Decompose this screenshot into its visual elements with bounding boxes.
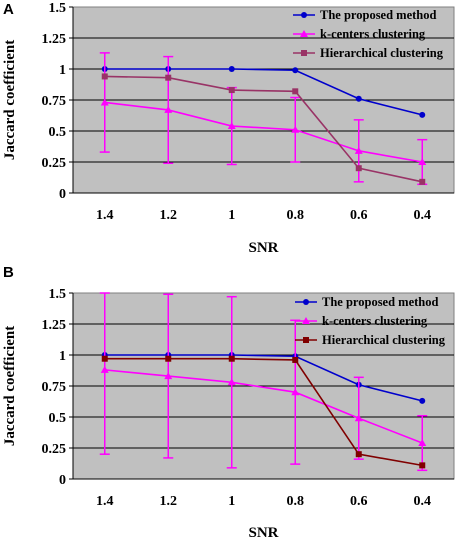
- chart-b-series-2-point: [100, 365, 109, 373]
- chart-a-legend-marker: [301, 50, 307, 56]
- chart-b-series-2-line: [104, 369, 423, 444]
- chart-b-ytick-label: 1.5: [49, 287, 67, 302]
- chart-a-series-3-point: [419, 178, 426, 185]
- chart-b-series-2-point: [354, 414, 363, 422]
- chart-b-series-2-point: [291, 388, 300, 396]
- chart-b-legend-label: k-centers clustering: [322, 314, 428, 328]
- chart-b-xlabel: SNR: [248, 525, 278, 541]
- chart-b-series-3-point: [355, 451, 362, 458]
- chart-b-series-1-line: [104, 354, 423, 402]
- chart-a-xtick-label: 0.8: [287, 208, 305, 223]
- chart-b-series-2-point: [164, 372, 173, 380]
- chart-b-ytick-label: 1: [59, 349, 66, 364]
- chart-a-series-1-point: [355, 95, 362, 102]
- chart-a-ytick-label: 0.25: [42, 156, 67, 171]
- chart-a-legend-marker: [300, 30, 308, 37]
- chart-b-xtick-label: 0.8: [287, 494, 305, 509]
- chart-b-panel-letter: B: [3, 264, 14, 281]
- chart-b-xtick-label: 1.2: [160, 494, 178, 509]
- chart-a-series-2-line: [104, 101, 423, 163]
- chart-a-series-2-point: [164, 105, 173, 113]
- chart-a-series-2-point: [291, 125, 300, 133]
- chart-a-series-3: [101, 73, 426, 185]
- chart-a-legend-label: The proposed method: [320, 8, 437, 22]
- chart-b-series-3: [101, 355, 426, 469]
- chart-a-series-2-point: [100, 98, 109, 106]
- chart-b-series-3-line: [104, 357, 423, 467]
- chart-b-xtick-label: 1: [228, 494, 235, 509]
- chart-a-legend-label: Hierarchical clustering: [320, 46, 444, 60]
- chart-a-xtick-label: 0.4: [414, 208, 432, 223]
- chart-a-series-1-line: [104, 68, 423, 116]
- chart-b-xtick-label: 0.4: [414, 494, 432, 509]
- chart-a-xtick-label: 0.6: [350, 208, 368, 223]
- chart-a-xtick-label: 1.4: [96, 208, 114, 223]
- chart-b-xtick-label: 1.4: [96, 494, 114, 509]
- chart-a-series-2-point: [354, 146, 363, 154]
- chart-a-xlabel: SNR: [248, 240, 278, 256]
- chart-a-ytick-label: 1.25: [42, 32, 67, 47]
- chart-a-ytick-label: 1.5: [49, 1, 67, 16]
- chart-b-legend: The proposed method k-centers clustering H…: [295, 295, 446, 347]
- chart-a-legend: The proposed method k-centers clustering H…: [293, 8, 444, 60]
- chart-a: A 0 0.25 0.5 0.75 1 1.25 1.5 1.4 1.2 1 0.8 0.6 0.4 SNR…: [2, 1, 455, 256]
- chart-a-series-1-point: [228, 66, 235, 72]
- chart-a-series-3-point: [292, 88, 299, 95]
- chart-b-legend-marker: [302, 317, 310, 324]
- chart-b-legend-label: Hierarchical clustering: [322, 333, 446, 347]
- chart-a-ylabel: Jaccard coefficient: [2, 40, 18, 160]
- chart-b-xtick-label: 0.6: [350, 494, 368, 509]
- chart-b-series-3-point: [228, 355, 235, 362]
- chart-b-ytick-label: 0.25: [42, 442, 67, 457]
- chart-b-legend-label: The proposed method: [322, 295, 439, 309]
- chart-a-xtick-label: 1.2: [160, 208, 178, 223]
- chart-a-series-1: [101, 66, 426, 118]
- chart-a-series-1-point: [292, 67, 299, 74]
- chart-b-ytick-label: 0.5: [49, 411, 67, 426]
- chart-a-xtick-label: 1: [228, 208, 235, 223]
- chart-a-ytick-label: 0.5: [49, 125, 67, 140]
- chart-a-ytick-label: 0.75: [42, 94, 67, 109]
- chart-a-panel-letter: A: [3, 1, 14, 18]
- chart-a-series-3-point: [101, 73, 108, 80]
- chart-b-series-3-point: [292, 356, 299, 363]
- chart-a-series-3-point: [165, 74, 172, 81]
- chart-b-ylabel: Jaccard coefficient: [2, 326, 18, 446]
- chart-b-legend-marker: [303, 337, 309, 343]
- chart-a-legend-label: k-centers clustering: [320, 27, 426, 41]
- chart-b-ytick-label: 1.25: [42, 318, 67, 333]
- chart-b-ytick-label: 0.75: [42, 380, 67, 395]
- chart-a-series-3-line: [104, 75, 423, 183]
- chart-a-legend-marker: [301, 12, 307, 18]
- chart-b: B 0 0.25 0.5 0.75 1 1.25 1.5 1.4 1.2 1 0.8 0.6 0.4 SNR…: [2, 264, 455, 541]
- chart-a-series-2: [99, 52, 428, 186]
- chart-b-series-1-point: [419, 397, 426, 404]
- chart-b-series-2: [99, 292, 428, 472]
- chart-b-series-2-point: [227, 378, 236, 386]
- chart-a-series-2-point: [227, 122, 236, 130]
- chart-a-series-3-point: [355, 165, 362, 172]
- chart-b-legend-marker: [303, 299, 309, 305]
- chart-a-ytick-label: 1: [59, 63, 66, 78]
- chart-a-ytick-label: 0: [59, 187, 66, 202]
- chart-b-series-3-point: [101, 355, 108, 362]
- chart-b-series-3-point: [165, 355, 172, 362]
- chart-a-series-1-point: [419, 111, 426, 118]
- chart-b-series-2-point: [418, 439, 427, 447]
- chart-b-ytick-label: 0: [59, 473, 66, 488]
- chart-a-series-3-point: [228, 87, 235, 94]
- chart-a-series-2-point: [418, 158, 427, 165]
- chart-b-series-3-point: [419, 462, 426, 469]
